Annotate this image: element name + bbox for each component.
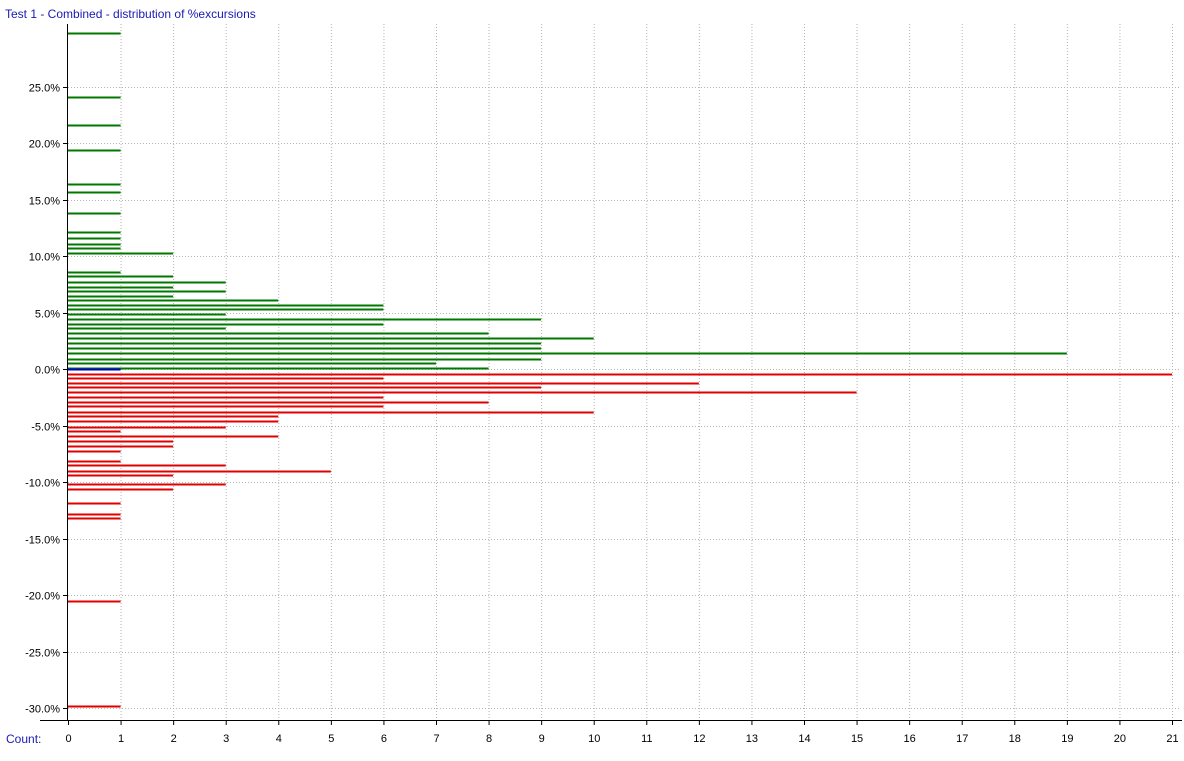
y-tick-label: 20.0% bbox=[29, 139, 60, 151]
bars bbox=[68, 32, 1172, 708]
x-tick-label: 6 bbox=[381, 733, 387, 745]
y-tick-label: 25.0% bbox=[29, 83, 60, 95]
x-tick-label: 2 bbox=[171, 733, 177, 745]
x-tick-label: 5 bbox=[328, 733, 334, 745]
y-tick-label: -5.0% bbox=[31, 422, 60, 434]
x-tick-label: 15 bbox=[851, 733, 863, 745]
x-tick-label: 14 bbox=[798, 733, 810, 745]
x-tick-label: 7 bbox=[433, 733, 439, 745]
x-tick-label: 8 bbox=[486, 733, 492, 745]
x-tick-label: 16 bbox=[904, 733, 916, 745]
y-tick-label: -10.0% bbox=[25, 478, 60, 490]
y-tick-label: 5.0% bbox=[35, 309, 60, 321]
x-tick-label: 19 bbox=[1061, 733, 1073, 745]
y-tick-label: 0.0% bbox=[35, 365, 60, 377]
x-tick-label: 9 bbox=[539, 733, 545, 745]
y-tick-label: -30.0% bbox=[25, 704, 60, 716]
x-tick-label: 12 bbox=[693, 733, 705, 745]
tick-labels: 25.0% 20.0% 15.0% 10.0% 5.0% 0.0% -5.0% -10.0% -… bbox=[25, 83, 1178, 746]
axes bbox=[40, 24, 1182, 725]
x-tick-label: 13 bbox=[746, 733, 758, 745]
x-tick-label: 21 bbox=[1166, 733, 1178, 745]
x-tick-label: 4 bbox=[276, 733, 282, 745]
x-tick-label: 10 bbox=[588, 733, 600, 745]
x-tick-label: 11 bbox=[641, 733, 652, 745]
chart-title: Test 1 - Combined - distribution of %exc… bbox=[5, 7, 256, 21]
y-tick-label: 15.0% bbox=[29, 196, 60, 208]
x-tick-label: 20 bbox=[1114, 733, 1126, 745]
x-tick-label: 18 bbox=[1009, 733, 1021, 745]
y-tick-label: -15.0% bbox=[25, 535, 60, 547]
x-tick-label: 17 bbox=[956, 733, 968, 745]
y-tick-label: -20.0% bbox=[25, 591, 60, 603]
x-tick-label: 1 bbox=[118, 733, 124, 745]
grid-lines bbox=[68, 24, 1180, 720]
count-axis-label: Count: bbox=[6, 732, 42, 746]
x-tick-label: 0 bbox=[65, 733, 71, 745]
x-tick-label: 3 bbox=[223, 733, 229, 745]
y-tick-label: -25.0% bbox=[25, 648, 60, 660]
y-tick-label: 10.0% bbox=[29, 252, 60, 264]
